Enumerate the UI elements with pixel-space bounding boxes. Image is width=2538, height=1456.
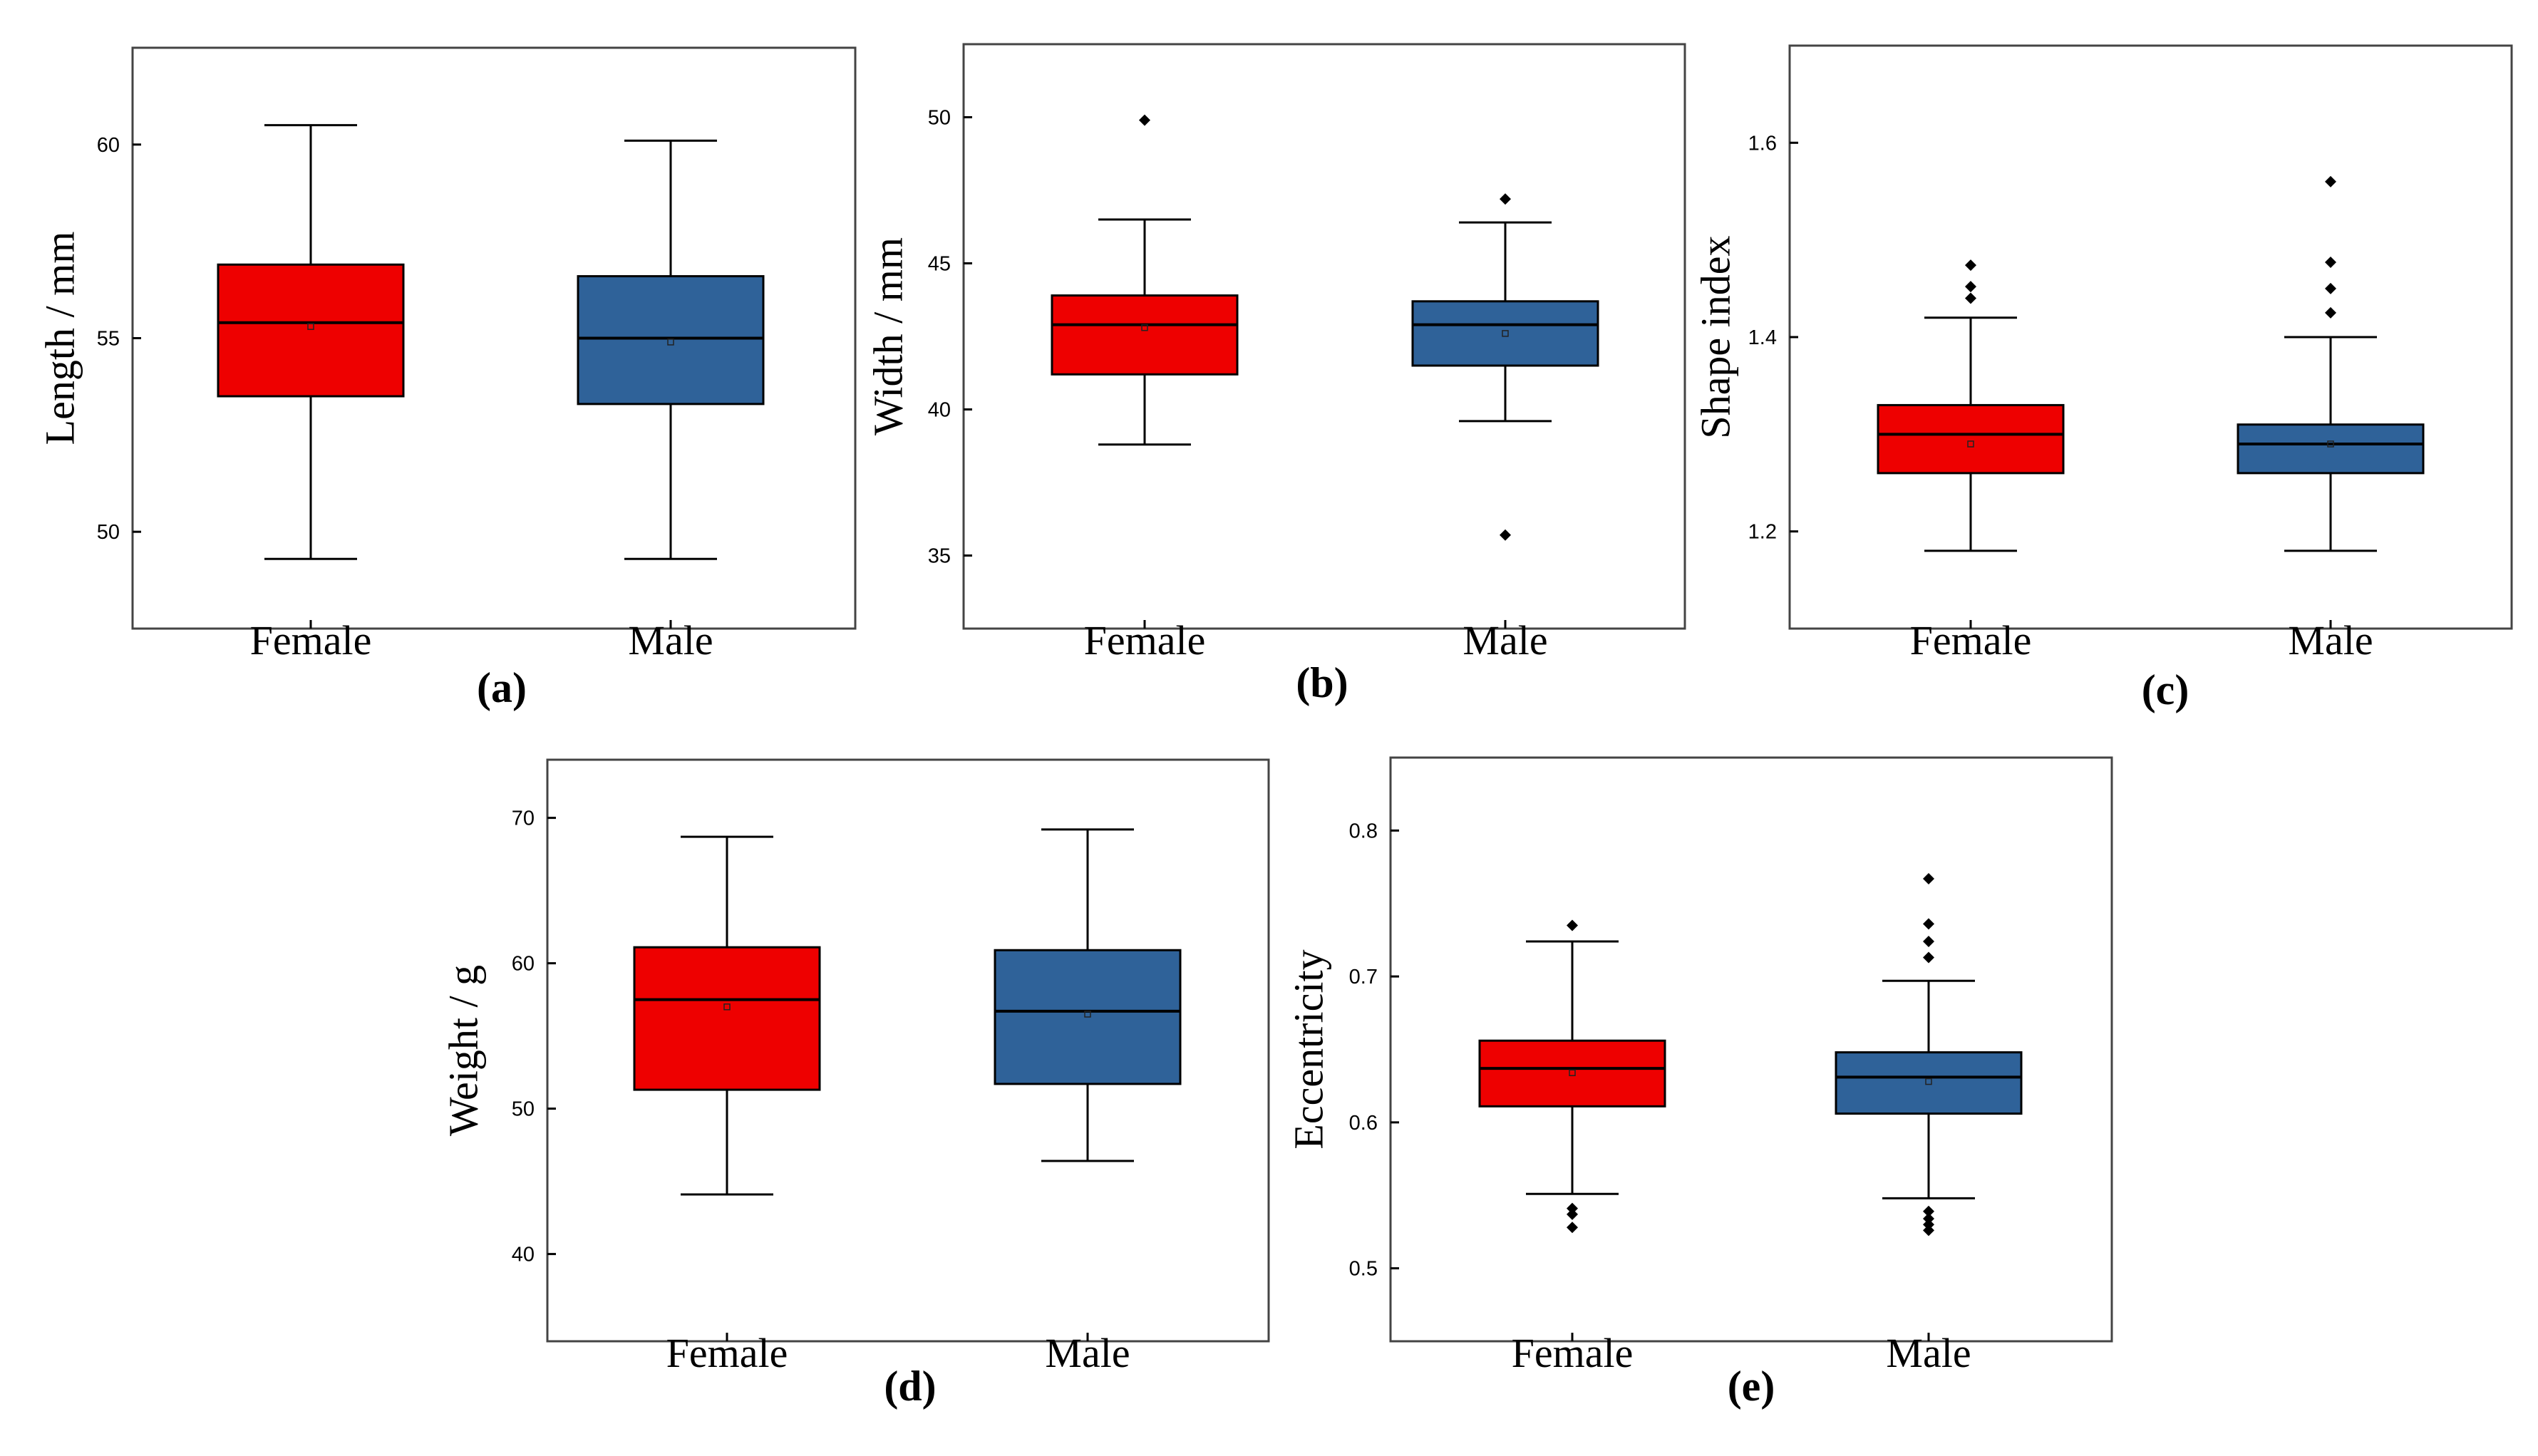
male-mean-marker — [667, 339, 674, 346]
male-mean-marker — [1084, 1011, 1091, 1018]
y-tick-label: 40 — [512, 1244, 535, 1266]
male-outlier-point — [2325, 306, 2336, 319]
x-tick-label: Male — [628, 617, 713, 664]
female-box — [633, 946, 821, 1091]
panel-label: (b) — [1296, 659, 1348, 706]
male-outlier-point — [2325, 175, 2336, 187]
male-mean-marker — [1502, 330, 1509, 337]
male-outlier-point — [1923, 1219, 1934, 1231]
male-outlier-point — [1500, 193, 1511, 205]
y-tick-label: 60 — [97, 134, 120, 157]
female-box — [1051, 294, 1239, 376]
x-tick-label: Female — [666, 1330, 788, 1376]
male-box — [2237, 423, 2425, 475]
y-axis-title: Length / mm — [36, 232, 83, 445]
female-outlier-point — [1965, 292, 1976, 304]
y-tick-label: 50 — [97, 521, 120, 544]
female-outlier-point — [1567, 1222, 1578, 1234]
male-outlier-point — [2325, 282, 2336, 294]
plot-frame — [546, 758, 1270, 1343]
y-tick-label: 1.2 — [1748, 521, 1777, 544]
y-tick-label: 0.7 — [1349, 966, 1378, 988]
female-outlier-point — [1139, 114, 1150, 126]
x-tick-label: Female — [1084, 617, 1206, 664]
female-mean-marker — [723, 1003, 731, 1011]
panel-label: (d) — [884, 1363, 936, 1410]
y-tick-label: 0.8 — [1349, 820, 1378, 842]
x-tick-label: Female — [1512, 1330, 1634, 1376]
female-mean-marker — [307, 323, 314, 330]
y-tick-label: 0.6 — [1349, 1112, 1378, 1135]
x-tick-label: Female — [250, 617, 372, 664]
male-box — [577, 275, 765, 406]
plot-frame — [1389, 756, 2113, 1343]
x-tick-label: Male — [1463, 617, 1547, 664]
female-outlier-point — [1965, 259, 1976, 272]
panel-label: (c) — [2142, 666, 2189, 713]
female-box — [1478, 1039, 1666, 1108]
female-outlier-point — [1567, 1202, 1578, 1214]
y-tick-label: 35 — [928, 545, 951, 568]
x-tick-label: Male — [1886, 1330, 1971, 1376]
y-axis-title: Width / mm — [865, 237, 911, 435]
plot-frame — [1788, 44, 2513, 630]
y-tick-label: 45 — [928, 253, 951, 276]
x-tick-label: Male — [1045, 1330, 1130, 1376]
male-mean-marker — [1925, 1078, 1932, 1085]
y-tick-label: 50 — [512, 1098, 535, 1121]
male-mean-marker — [2327, 440, 2334, 448]
female-mean-marker — [1141, 324, 1148, 331]
female-outlier-point — [1567, 919, 1578, 931]
male-outlier-point — [1923, 1205, 1934, 1217]
female-mean-marker — [1569, 1069, 1576, 1077]
male-outlier-point — [2325, 257, 2336, 269]
female-outlier-point — [1567, 1208, 1578, 1220]
panel-label: (e) — [1728, 1363, 1775, 1410]
y-axis-title: Eccentricity — [1285, 949, 1331, 1149]
female-box — [1877, 403, 2065, 475]
y-tick-label: 40 — [928, 399, 951, 422]
male-outlier-point — [1923, 1213, 1934, 1225]
male-box — [1411, 300, 1599, 367]
male-outlier-point — [1923, 951, 1934, 964]
y-tick-label: 70 — [512, 807, 535, 830]
male-outlier-point — [1923, 872, 1934, 884]
male-outlier-point — [1923, 1224, 1934, 1236]
panel-label: (a) — [477, 664, 527, 711]
y-tick-label: 50 — [928, 107, 951, 130]
male-outlier-point — [1923, 935, 1934, 947]
y-tick-label: 1.6 — [1748, 132, 1777, 155]
y-tick-label: 60 — [512, 953, 535, 976]
male-outlier-point — [1923, 918, 1934, 930]
y-axis-title: Shape index — [1692, 235, 1738, 438]
y-tick-label: 0.5 — [1349, 1258, 1378, 1281]
y-axis-title: Weight / g — [440, 965, 486, 1136]
x-tick-label: Male — [2288, 617, 2373, 664]
y-tick-label: 1.4 — [1748, 326, 1777, 349]
y-tick-label: 55 — [97, 328, 120, 351]
x-tick-label: Female — [1910, 617, 2032, 664]
male-outlier-point — [1500, 529, 1511, 541]
female-box — [217, 263, 405, 398]
female-outlier-point — [1965, 281, 1976, 293]
female-mean-marker — [1967, 440, 1974, 448]
male-box — [1835, 1051, 2023, 1115]
plot-frame — [962, 43, 1686, 630]
